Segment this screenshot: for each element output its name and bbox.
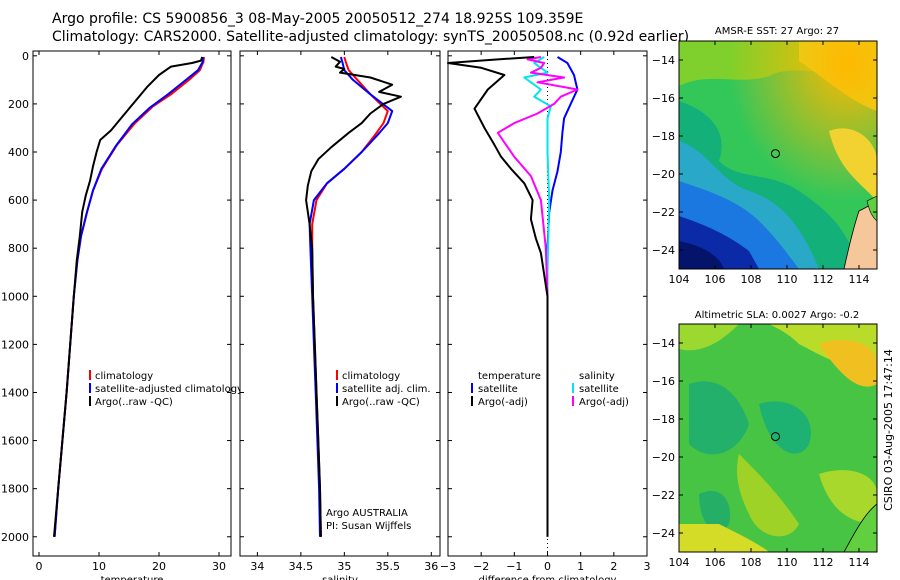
argo-note-line-2: PI: Susan Wijffels [326,521,411,532]
map-y-tick-label: −24 [652,244,675,257]
x-tick-label: −2 [473,560,489,573]
x-tick-label: 20 [152,560,166,573]
map-y-tick-label: −18 [652,413,675,426]
sst-map: AMSR-E SST: 27 Argo: 27 104 106 108 110 112 1… [652,26,878,286]
legend-label: climatology [342,371,400,382]
map-y-tick-label: −16 [652,92,675,105]
x-axis-label: salinity [322,575,358,580]
legend-label: satellite [579,384,619,395]
map-y-tick-label: −20 [652,451,675,464]
map-y-tick-label: −18 [652,130,675,143]
x-tick-label: 34 [250,560,264,573]
y-tick-label: 1000 [1,290,29,303]
map-x-tick-label: 114 [849,273,870,286]
series-line-temperature-argo-adj- [447,56,549,537]
x-tick-label: −1 [506,560,522,573]
credit-label: CSIRO 03-Aug-2005 17:47:14 [882,349,895,511]
map-x-tick-label: 112 [813,273,834,286]
x-tick-label: 36 [424,560,438,573]
profile-location-marker [770,149,780,159]
sla-map: Altimetric SLA: 0.0027 Argo: -0.2 104 106… [652,310,878,569]
series-line-argo-raw-qc- [53,56,204,537]
map-x-tick-label: 106 [705,556,726,569]
map-x-tick-label: 114 [849,556,870,569]
x-tick-label: 3 [644,560,651,573]
salinity-panel: 34 34.5 35 35.5 36 salinity climatology satelli… [239,50,441,580]
map-y-tick-label: −20 [652,168,675,181]
plot-frame [32,50,232,557]
map-y-tick-label: −14 [652,337,675,350]
x-tick-label: 1 [577,560,584,573]
legend-label: Argo(..raw -QC) [342,397,420,408]
x-tick-label: 35 [337,560,351,573]
profile-location-marker [770,432,780,442]
sla-map-field [679,324,877,552]
map-x-tick-label: 106 [705,273,726,286]
map-y-tick-label: −22 [652,489,675,502]
map-x-tick-label: 104 [669,556,690,569]
map-x-tick-label: 108 [741,556,762,569]
x-tick-label: 0 [36,560,43,573]
map-x-tick-label: 104 [669,273,690,286]
legend-label: Argo(-adj) [478,397,528,408]
x-tick-label: 34.5 [289,560,314,573]
y-tick-label: 2000 [1,531,29,544]
legend-label: salinity [579,371,615,382]
legend-label: satellite adj. clim. [342,384,431,395]
legend-label: Argo(-adj) [579,397,629,408]
map-y-tick-label: −14 [652,54,675,67]
y-tick-label: 400 [8,146,29,159]
sst-map-field [679,41,877,269]
legend-label: temperature [478,371,541,382]
y-tick-label: 1600 [1,435,29,448]
figure-title-line-2: Climatology: CARS2000. Satellite-adjuste… [52,29,690,45]
series-line-argo-raw-qc- [305,56,402,537]
x-tick-label: 2 [610,560,617,573]
y-tick-label: 800 [8,242,29,255]
y-tick-label: 200 [8,98,29,111]
series-line-salinity-argo-adj- [496,56,579,297]
legend-label: climatology [95,371,153,382]
x-axis-label: difference from climatology [479,575,617,580]
x-tick-label: 35.5 [376,560,401,573]
x-tick-label: 10 [92,560,106,573]
sla-map-title: Altimetric SLA: 0.0027 Argo: -0.2 [695,310,860,321]
map-y-tick-label: −22 [652,206,675,219]
y-tick-label: 1800 [1,483,29,496]
map-x-tick-label: 110 [777,556,798,569]
temperature-panel: 0 10 20 30 temperature 0 200 400 600 800 1000 1200 1… [1,50,243,580]
y-tick-label: 1400 [1,386,29,399]
y-tick-label: 1200 [1,338,29,351]
map-y-tick-label: −16 [652,375,675,388]
x-tick-label: 30 [212,560,226,573]
x-tick-label: −3 [440,560,456,573]
x-axis-label: temperature [101,575,164,580]
legend-label: satellite [478,384,518,395]
x-tick-label: 0 [544,560,551,573]
difference-panel: −3 −2 −1 0 1 2 3 difference from climatology tem… [440,50,651,580]
map-x-tick-label: 108 [741,273,762,286]
legend-label: Argo(..raw -QC) [95,397,173,408]
y-tick-label: 0 [22,50,29,63]
argo-note-line-1: Argo AUSTRALIA [326,508,408,519]
map-x-tick-label: 110 [777,273,798,286]
legend-label: satellite-adjusted climatology [95,384,243,395]
y-tick-label: 600 [8,194,29,207]
sst-map-title: AMSR-E SST: 27 Argo: 27 [715,26,839,37]
map-y-tick-label: −24 [652,527,675,540]
map-x-tick-label: 112 [813,556,834,569]
plot-frame [239,50,441,557]
figure-title-line-1: Argo profile: CS 5900856_3 08-May-2005 2… [52,11,584,27]
